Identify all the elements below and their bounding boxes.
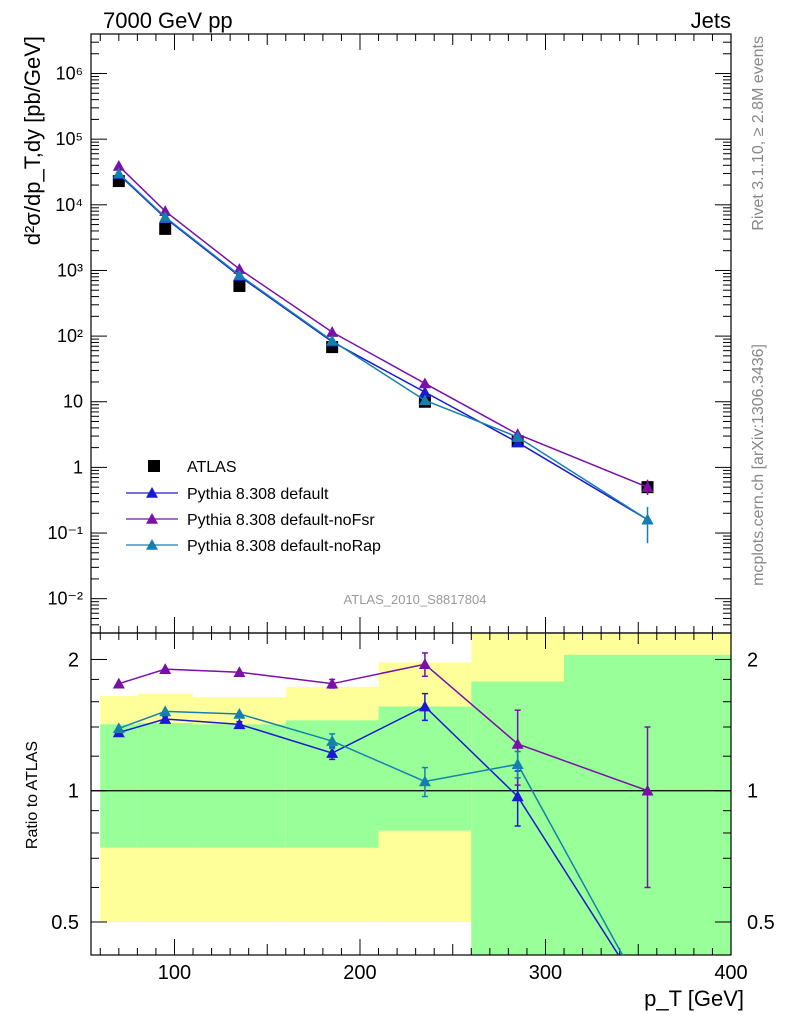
main-point-norap [418,394,431,406]
ratio-point-nofsr [641,784,654,796]
ratio-ytick-label-right: 0.5 [747,912,775,934]
side-label-top: Rivet 3.1.10, ≥ 2.8M events [750,36,767,231]
legend-marker-default [146,487,158,498]
ratio-ytick-label: 2 [68,649,79,671]
ratio-point-norap [418,775,431,787]
main-y-axis: 10⁻² 10⁻¹ 1 10 10² 10³ 10⁴ 10⁵ 10⁶ [47,41,731,626]
ratio-bands [100,633,731,955]
ratio-point-norap [159,705,172,717]
ratio-y-label: Ratio to ATLAS [24,741,41,849]
ratio-ytick-label-right: 1 [747,781,758,803]
legend: ATLAS Pythia 8.308 default Pythia 8.308 … [126,459,381,555]
main-ytick-label: 10³ [57,260,83,280]
main-ytick-label: 10⁴ [55,195,83,215]
band-inner-0 [100,724,138,848]
legend-label-nofsr: Pythia 8.308 default-noFsr [187,512,375,529]
ratio-point-nofsr [112,677,125,689]
ratio-point-norap [233,707,246,719]
ratio-point-nofsr [326,677,339,689]
legend-marker-nofsr [146,513,158,524]
x-axis: 100 200 300 400 [99,34,748,984]
main-ytick-label: 10² [57,326,83,346]
legend-label-norap: Pythia 8.308 default-noRap [187,538,381,555]
main-ytick-label: 10⁻¹ [47,523,83,543]
main-ytick-label: 10⁵ [56,129,83,149]
ratio-point-nofsr [159,663,172,674]
main-point-norap [511,431,524,442]
side-label-bottom: mcplots.cern.ch [arXiv:1306.3436] [750,344,767,586]
main-point-norap [112,167,125,179]
ratio-point-default [159,713,172,724]
main-point-nofsr [233,263,246,274]
ratio-series [112,652,654,955]
legend-label-atlas: ATLAS [187,459,237,476]
xtick-label: 400 [714,962,747,984]
ratio-point-default [418,700,431,712]
xtick-label: 300 [529,962,562,984]
ratio-ytick-label-right: 2 [747,649,758,671]
xtick-label: 100 [158,962,191,984]
band-inner-2 [193,724,286,848]
atlas-point [159,222,172,235]
main-ytick-label: 1 [73,457,83,477]
main-point-default [418,386,431,397]
ratio-point-norap [326,735,339,746]
ratio-point-nofsr [233,666,246,677]
ratio-point-norap [511,758,524,770]
main-point-norap [233,269,246,280]
header-right: Jets [691,8,731,33]
analysis-id: ATLAS_2010_S8817804 [344,592,487,607]
main-point-norap [159,211,172,222]
main-point-nofsr [112,160,125,171]
main-point-norap [641,513,654,525]
legend-label-default: Pythia 8.308 default [187,486,329,503]
legend-marker-norap [146,539,158,550]
ratio-point-default [511,790,524,802]
x-axis-label: p_T [GeV] [644,986,744,1011]
main-point-nofsr [418,377,431,389]
ratio-point-nofsr [511,737,524,749]
main-point-norap [326,334,339,346]
main-point-nofsr [326,326,339,337]
main-ytick-label: 10 [63,392,83,412]
ratio-ytick-label: 1 [68,781,79,803]
main-series [112,160,654,544]
ratio-ytick-label: 0.5 [51,912,79,934]
xtick-label: 200 [343,962,376,984]
atlas-point [233,279,246,292]
main-ytick-label: 10⁶ [56,64,83,84]
ratio-frame [90,632,732,956]
ratio-point-default [326,747,339,758]
header-left: 7000 GeV pp [103,8,233,33]
main-y-label: d²σ/dp_T,dy [pb/GeV] [20,36,45,245]
band-inner-1 [137,722,194,848]
main-line-nofsr [118,165,648,488]
ratio-point-norap [112,722,125,734]
main-ytick-label: 10⁻² [47,589,83,609]
ratio-point-nofsr [418,658,431,670]
ratio-point-default [233,718,246,730]
legend-marker-atlas [148,460,160,472]
